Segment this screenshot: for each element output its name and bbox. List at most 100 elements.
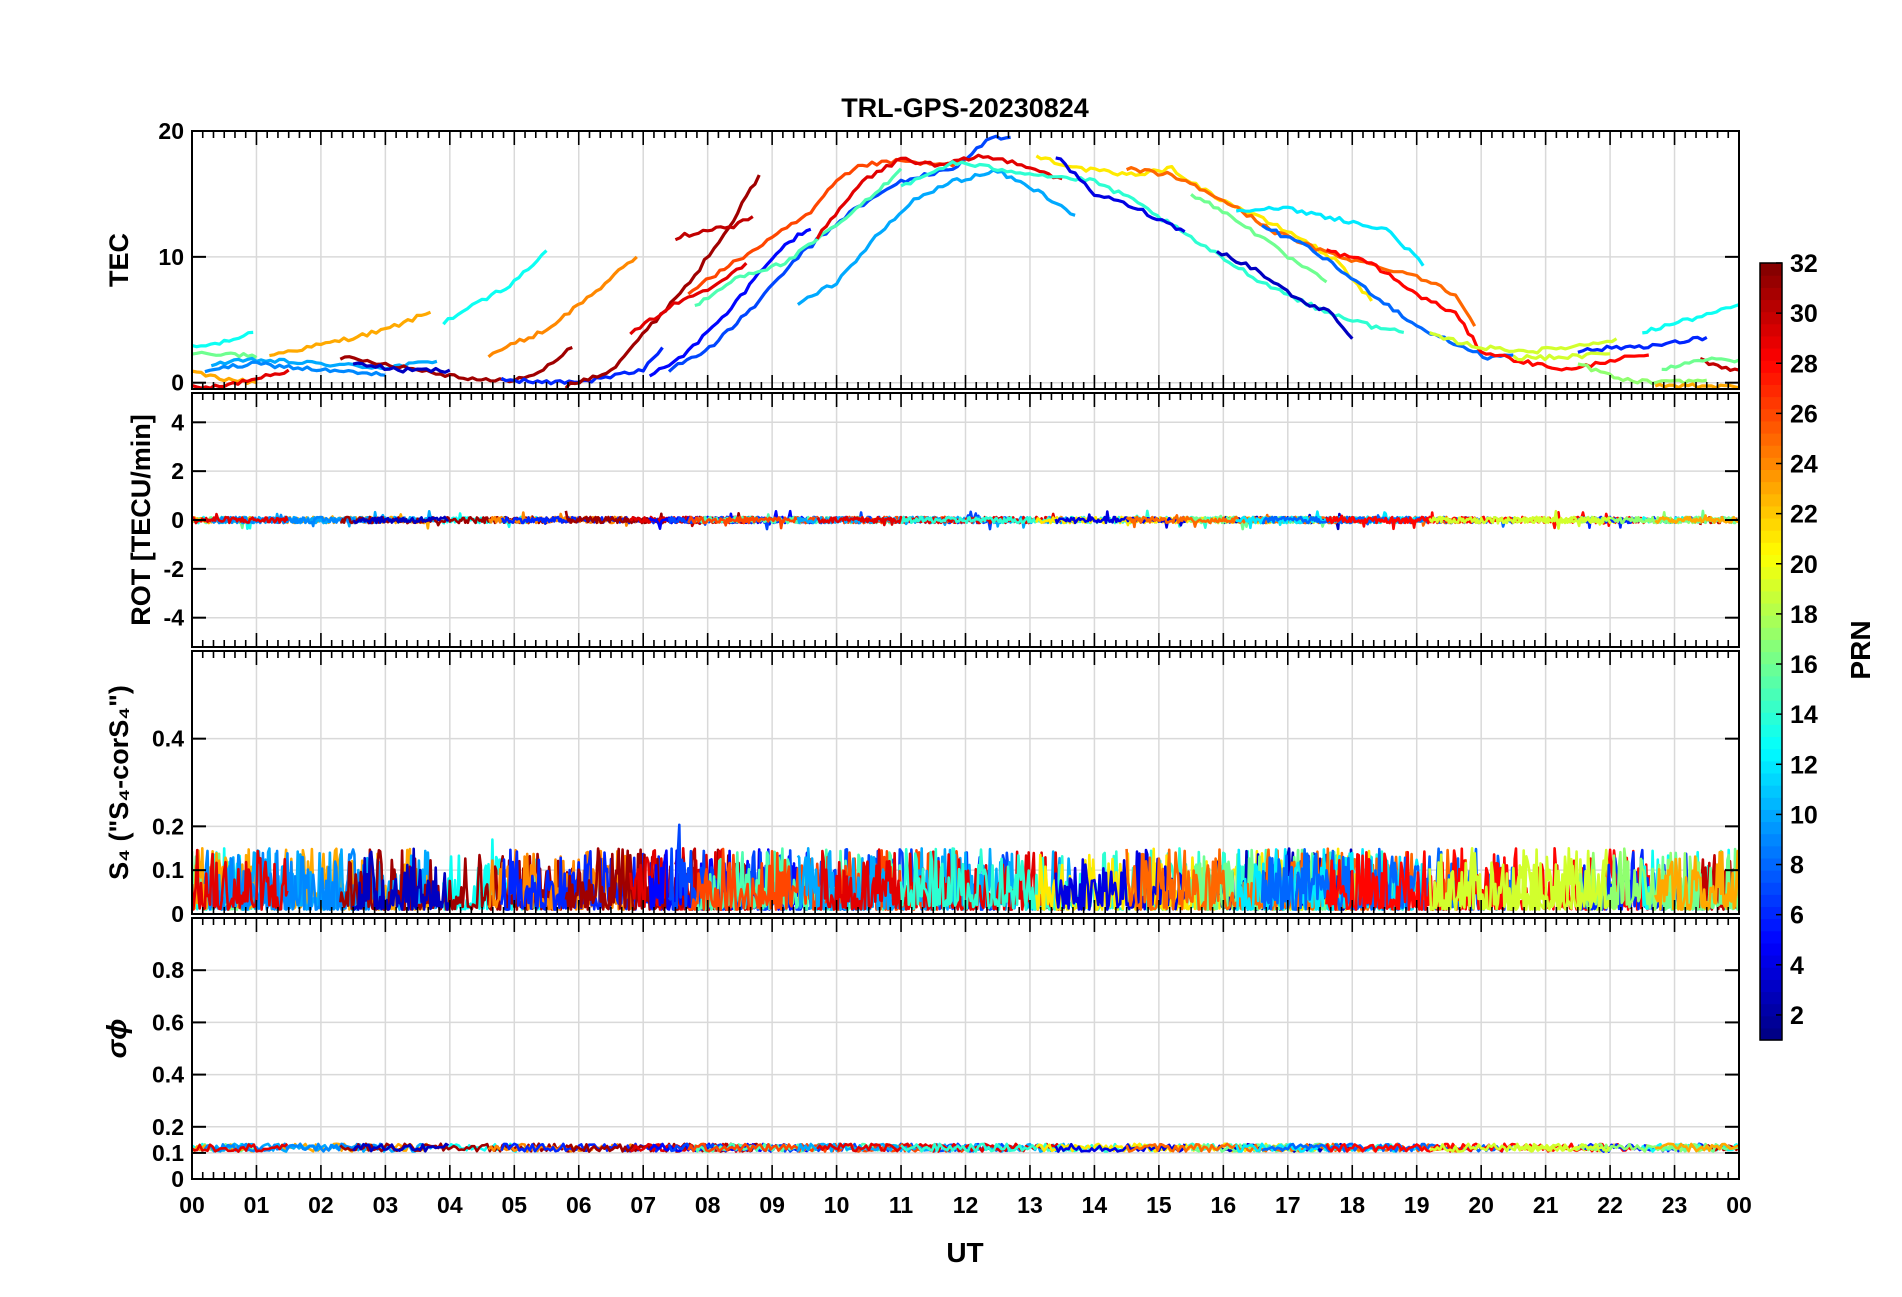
tec-series-prn-3	[352, 361, 451, 374]
x-tick-label: 05	[501, 1192, 527, 1218]
x-tick-label: 12	[953, 1192, 979, 1218]
tec-series-prn-23	[1654, 382, 1739, 389]
colorbar-swatch	[1760, 651, 1782, 665]
x-tick-label: 10	[824, 1192, 850, 1218]
tec-series-prn-8	[1261, 224, 1514, 361]
colorbar-swatch	[1760, 870, 1782, 883]
sigma-phi-series-prn-4	[1054, 1142, 1186, 1153]
y-axis-label-rot: ROT [TECU/min]	[126, 414, 156, 625]
x-tick-label: 09	[759, 1192, 785, 1218]
colorbar-label: PRN	[1845, 620, 1876, 679]
colorbar-swatch	[1760, 639, 1782, 653]
series-group-tec	[192, 134, 1739, 389]
colorbar-swatch	[1760, 930, 1782, 944]
colorbar-swatch	[1760, 335, 1782, 349]
colorbar-swatch	[1760, 530, 1782, 543]
colorbar-swatch	[1760, 663, 1782, 677]
colorbar-swatch	[1760, 396, 1782, 410]
colorbar-box	[1759, 262, 1783, 1041]
colorbar-swatch	[1760, 311, 1782, 325]
x-tick-label: 06	[566, 1192, 592, 1218]
x-tick-label: 13	[1017, 1192, 1043, 1218]
x-axis-label: UT	[946, 1237, 983, 1268]
x-tick-label: 20	[1468, 1192, 1494, 1218]
s4-series-prn-3	[351, 847, 450, 911]
tec-series-prn-23	[269, 310, 432, 358]
tec-series-prn-6	[500, 346, 664, 386]
y-tick-label-tec: 20	[158, 118, 184, 144]
y-tick-label-rot: 0	[171, 507, 184, 533]
colorbar-tick-label: 16	[1790, 651, 1818, 679]
x-tick-label: 15	[1146, 1192, 1172, 1218]
series-group-sigma-phi	[192, 1142, 1739, 1153]
y-tick-label-rot: -2	[164, 556, 184, 582]
colorbar-swatch	[1760, 712, 1782, 725]
colorbar-swatch	[1760, 372, 1782, 386]
sigma-phi-series-prn-19	[1429, 1142, 1616, 1153]
tec-series-prn-10	[210, 356, 438, 371]
colorbar-swatch	[1760, 797, 1782, 810]
tec-series-prn-12	[1235, 205, 1425, 267]
colorbar-swatch	[1760, 420, 1782, 434]
tec-series-prn-24	[487, 255, 638, 359]
s4-series-prn-19	[1512, 847, 1612, 911]
y-tick-label-s4: 0.1	[152, 857, 184, 883]
colorbar-swatch	[1760, 833, 1782, 847]
tec-series-prn-4	[1055, 156, 1186, 234]
colorbar-swatch	[1760, 554, 1782, 568]
colorbar-swatch	[1760, 517, 1782, 531]
tec-series-prn-5	[648, 227, 812, 378]
colorbar-tick-label: 2	[1790, 1002, 1804, 1030]
sigma-phi-series-prn-3	[352, 1142, 450, 1153]
x-tick-label: 03	[373, 1192, 399, 1218]
tec-series-prn-3	[1215, 250, 1354, 340]
colorbar-swatch	[1760, 955, 1782, 968]
colorbar-swatch	[1760, 1003, 1782, 1017]
colorbar-swatch	[1760, 942, 1782, 956]
tec-series-prn-29	[192, 368, 290, 389]
x-tick-label: 00	[179, 1192, 205, 1218]
colorbar-tick-label: 28	[1790, 350, 1818, 378]
x-tick-label: 16	[1211, 1192, 1237, 1218]
s4-series-prn-29	[192, 848, 289, 911]
colorbar-swatch	[1760, 736, 1782, 750]
colorbar-tick-label: 14	[1790, 701, 1818, 729]
y-tick-label-s4: 0.2	[152, 813, 184, 839]
tec-series-prn-14	[900, 160, 1405, 334]
colorbar-swatch	[1760, 1015, 1782, 1029]
colorbar-swatch	[1760, 991, 1782, 1005]
x-tick-label: 18	[1339, 1192, 1365, 1218]
tec-series-prn-29	[815, 153, 1063, 240]
colorbar-swatch	[1760, 1027, 1782, 1041]
colorbar-swatch	[1760, 493, 1782, 507]
colorbar-swatch	[1760, 590, 1782, 604]
colorbar-swatch	[1760, 700, 1782, 713]
x-tick-label: 11	[889, 1192, 914, 1218]
colorbar-swatch	[1760, 979, 1782, 993]
x-tick-label: 02	[308, 1192, 334, 1218]
colorbar-tick-label: 30	[1790, 300, 1818, 328]
tec-series-prn-7	[667, 134, 1011, 373]
rot-series-prn-29	[192, 512, 289, 525]
colorbar-tick-label: 26	[1790, 400, 1818, 428]
colorbar-tick-label: 24	[1790, 451, 1818, 479]
colorbar-swatch	[1760, 772, 1782, 786]
tec-series-prn-30	[674, 215, 754, 242]
colorbar-swatch	[1760, 408, 1782, 422]
series-group-s4	[192, 823, 1739, 911]
series-group-rot	[192, 509, 1739, 531]
colorbar-tick-label: 8	[1790, 852, 1804, 880]
colorbar-swatch	[1760, 299, 1782, 313]
colorbar-swatch	[1760, 432, 1782, 446]
x-tick-label: 21	[1533, 1192, 1559, 1218]
colorbar-tick-label: 20	[1790, 551, 1818, 579]
tec-series-prn-16	[192, 350, 258, 359]
y-tick-label-sigma-phi: 0.8	[152, 957, 184, 983]
y-tick-label-tec: 0	[171, 370, 184, 396]
colorbar-swatch	[1760, 263, 1782, 276]
y-tick-label-sigma-phi: 0.6	[152, 1009, 184, 1035]
colorbar-swatch	[1760, 469, 1782, 483]
colorbar-swatch	[1760, 457, 1782, 470]
sigma-phi-series-prn-17	[1576, 1142, 1708, 1153]
